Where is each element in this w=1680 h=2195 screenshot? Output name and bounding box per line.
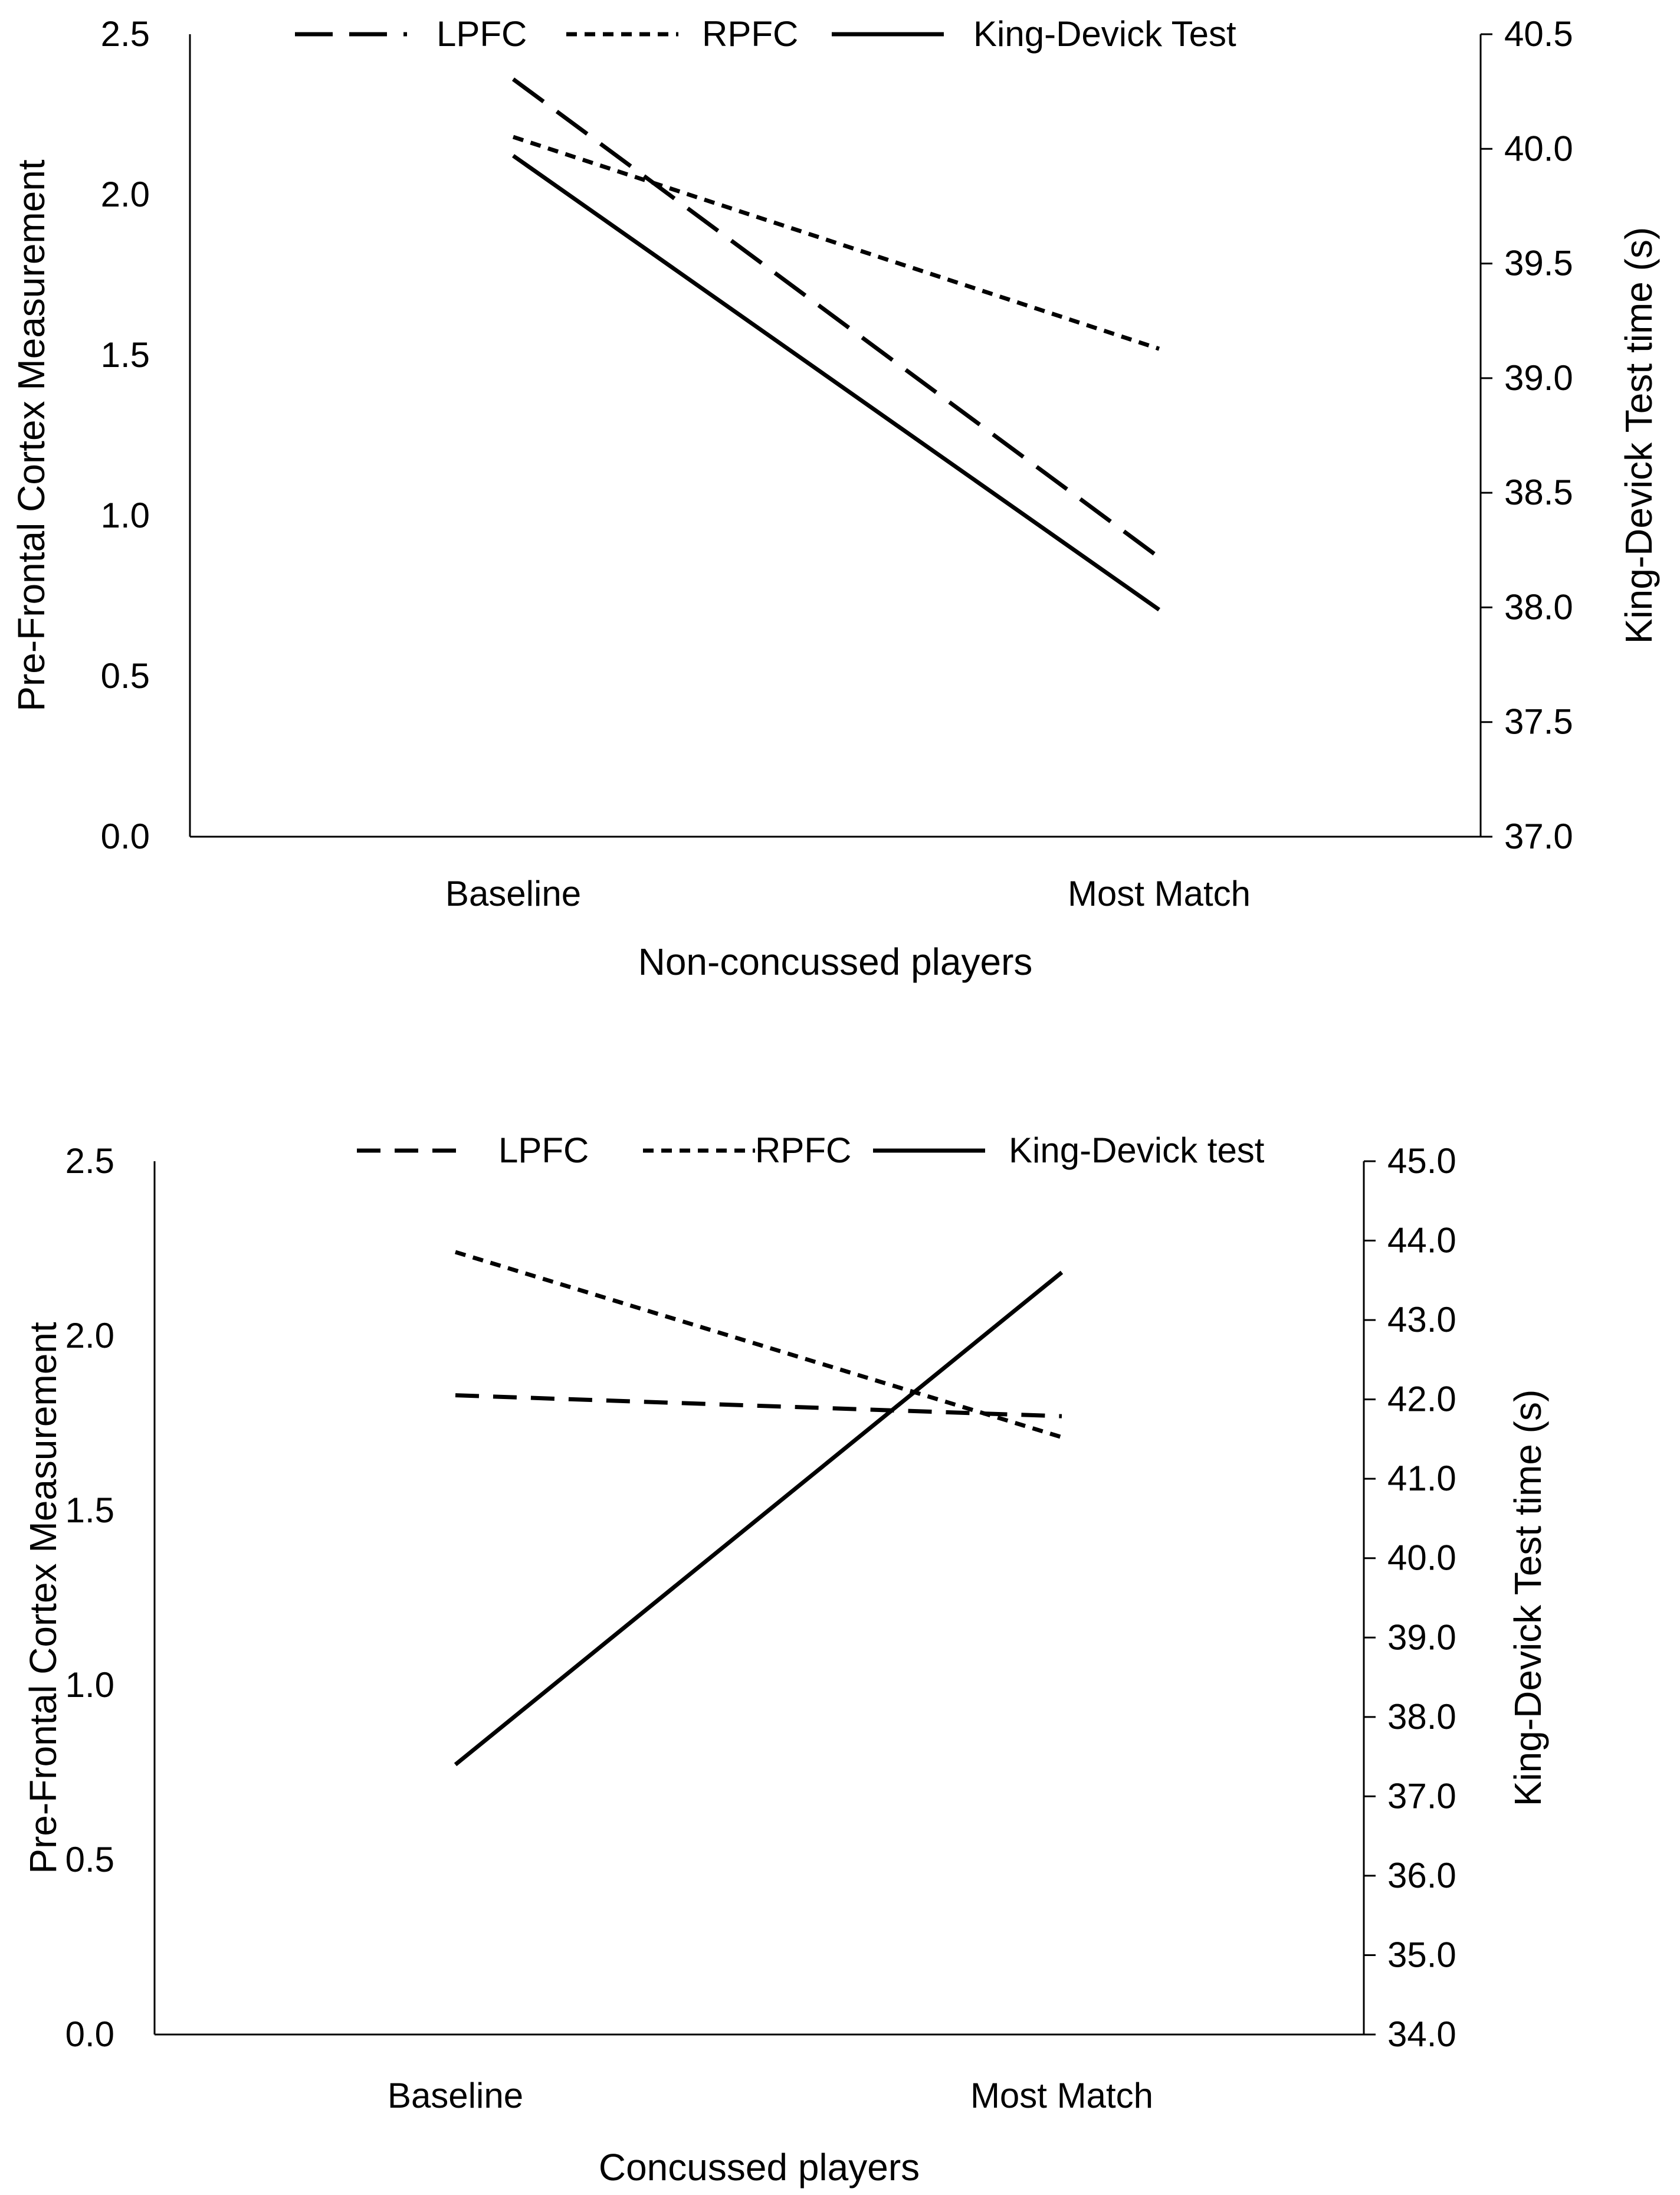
x-category-label: Baseline bbox=[388, 2076, 523, 2115]
y-tick-label: 1.0 bbox=[65, 1665, 114, 1705]
y2-tick-label: 38.5 bbox=[1504, 473, 1573, 512]
legend-label: LPFC bbox=[498, 1131, 589, 1170]
y2-tick-label: 39.0 bbox=[1387, 1617, 1456, 1657]
series-line-king-devick-test bbox=[454, 1270, 1064, 1767]
legend-label: RPFC bbox=[755, 1131, 851, 1170]
y-tick-label: 1.0 bbox=[101, 496, 150, 535]
y-axis-title: Pre-Frontal Cortex Measurement bbox=[22, 1322, 64, 1874]
y-tick-label: 2.0 bbox=[101, 175, 150, 214]
y2-tick-label: 37.0 bbox=[1387, 1776, 1456, 1816]
x-category-label: Baseline bbox=[445, 874, 581, 913]
x-category-label: Most Match bbox=[1068, 874, 1251, 913]
y2-tick-label: 36.0 bbox=[1387, 1856, 1456, 1895]
y2-tick-label: 34.0 bbox=[1387, 2014, 1456, 2054]
chart-non-concussed: 0.0 0.5 1.0 1.5 2.0 2.5 37.0 37.5 38.0 38.5 39.0 39… bbox=[10, 14, 1660, 983]
y-tick-label: 1.5 bbox=[65, 1490, 114, 1530]
y2-tick-label: 40.5 bbox=[1504, 14, 1573, 54]
legend-label: LPFC bbox=[437, 14, 527, 54]
x-category-label: Most Match bbox=[970, 2076, 1153, 2115]
y-tick-label: 2.5 bbox=[101, 14, 150, 54]
y2-tick-label: 41.0 bbox=[1387, 1459, 1456, 1498]
x-axis-title: Concussed players bbox=[599, 2146, 920, 2189]
y2-tick-label: 38.0 bbox=[1387, 1697, 1456, 1737]
y2-tick-label: 44.0 bbox=[1387, 1221, 1456, 1260]
y2-tick-label: 40.0 bbox=[1387, 1538, 1456, 1578]
y-tick-label: 0.5 bbox=[101, 656, 150, 696]
y2-tick-label: 43.0 bbox=[1387, 1300, 1456, 1339]
x-axis-title: Non-concussed players bbox=[638, 941, 1033, 983]
series-line-lpfc bbox=[511, 77, 1161, 559]
y-tick-label: 2.0 bbox=[65, 1316, 114, 1355]
y2-tick-label: 39.0 bbox=[1504, 358, 1573, 398]
legend-label: King-Devick Test bbox=[973, 14, 1236, 54]
series-line-lpfc bbox=[455, 1393, 1062, 1418]
y-tick-label: 1.5 bbox=[101, 335, 150, 375]
y2-axis-title: King-Devick Test time (s) bbox=[1507, 1390, 1549, 1807]
series-line-rpfc bbox=[454, 1250, 1063, 1440]
y2-tick-label: 38.0 bbox=[1504, 587, 1573, 627]
series-line-king-devick-test bbox=[511, 154, 1161, 612]
y2-tick-label: 37.5 bbox=[1504, 702, 1573, 742]
y2-tick-label: 37.0 bbox=[1504, 817, 1573, 856]
y-tick-label: 0.0 bbox=[101, 817, 150, 856]
y-tick-label: 0.5 bbox=[65, 1840, 114, 1879]
y-tick-label: 0.0 bbox=[65, 2014, 114, 2054]
legend-label: RPFC bbox=[702, 14, 798, 54]
legend-label: King-Devick test bbox=[1009, 1131, 1265, 1170]
series-line-rpfc bbox=[512, 135, 1160, 351]
chart-concussed: 0.0 0.5 1.0 1.5 2.0 2.5 34.0 35.0 36.0 37.0 38.0 39… bbox=[22, 1131, 1549, 2189]
y-axis-title: Pre-Frontal Cortex Measurement bbox=[10, 159, 52, 712]
y2-tick-label: 39.5 bbox=[1504, 244, 1573, 283]
y-tick-label: 2.5 bbox=[65, 1141, 114, 1181]
y2-tick-label: 42.0 bbox=[1387, 1380, 1456, 1419]
y2-tick-label: 35.0 bbox=[1387, 1935, 1456, 1974]
y2-axis-title: King-Devick Test time (s) bbox=[1617, 227, 1660, 644]
y2-tick-label: 45.0 bbox=[1387, 1141, 1456, 1181]
y2-tick-label: 40.0 bbox=[1504, 129, 1573, 168]
